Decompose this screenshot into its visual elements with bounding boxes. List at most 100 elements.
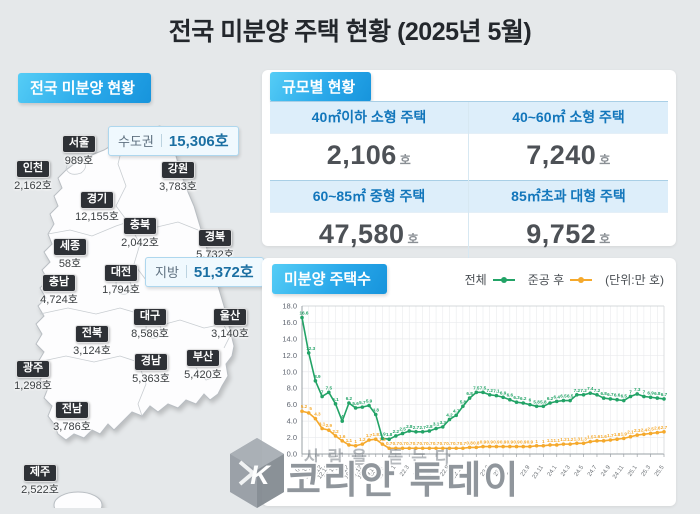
legend-item-total: 전체 — [465, 271, 516, 288]
chart-unit-note: (단위:만 호) — [605, 273, 664, 287]
map-region: 충북 2,042호 — [92, 216, 188, 249]
svg-text:22.5: 22.5 — [413, 464, 425, 478]
svg-text:1: 1 — [535, 439, 538, 444]
svg-text:0.9: 0.9 — [527, 440, 534, 445]
svg-text:6.8: 6.8 — [654, 391, 661, 396]
callout-label: 수도권 — [118, 134, 154, 149]
region-value: 4,724호 — [40, 294, 78, 306]
svg-text:6: 6 — [529, 398, 532, 403]
callout-value: 51,372호 — [193, 264, 254, 281]
callout-label: 지방 — [155, 265, 179, 280]
svg-text:0.9: 0.9 — [520, 440, 527, 445]
svg-text:1.6: 1.6 — [594, 434, 601, 439]
svg-text:7: 7 — [321, 389, 324, 394]
svg-text:12.0: 12.0 — [282, 351, 297, 360]
size-value-unit: 호 — [407, 232, 420, 246]
size-value-unit: 호 — [599, 153, 611, 167]
svg-text:2.2: 2.2 — [393, 429, 400, 434]
svg-text:1.8: 1.8 — [614, 432, 621, 437]
svg-text:2.6: 2.6 — [654, 426, 661, 431]
size-panel-header: 규모별 현황 — [270, 72, 372, 102]
svg-text:2.7: 2.7 — [413, 425, 420, 430]
svg-text:4.2: 4.2 — [446, 412, 453, 417]
svg-text:5.8: 5.8 — [533, 399, 540, 404]
size-cell-small40: 40㎡이하 소형 주택 2,106 호 — [270, 102, 469, 181]
svg-text:1.6: 1.6 — [600, 434, 607, 439]
region-name-badge: 경남 — [133, 353, 169, 371]
svg-text:0.7: 0.7 — [399, 441, 406, 446]
svg-text:2.3: 2.3 — [634, 428, 641, 433]
svg-text:4.7: 4.7 — [453, 408, 460, 413]
svg-text:7.5: 7.5 — [480, 385, 487, 390]
svg-text:1.6: 1.6 — [339, 434, 346, 439]
svg-text:0.9: 0.9 — [507, 440, 514, 445]
svg-text:2.1: 2.1 — [627, 430, 634, 435]
svg-text:6.7: 6.7 — [661, 392, 668, 397]
region-name-badge: 울산 — [212, 308, 248, 326]
svg-text:24.9: 24.9 — [600, 464, 612, 478]
size-cell-label: 60~85㎡ 중형 주택 — [270, 181, 468, 213]
svg-text:0.8: 0.8 — [466, 440, 473, 445]
province-borders — [37, 139, 231, 417]
size-value-unit: 호 — [399, 153, 412, 167]
svg-text:0.7: 0.7 — [426, 441, 433, 446]
svg-text:12.3: 12.3 — [306, 346, 315, 351]
region-value: 8,586호 — [131, 328, 169, 340]
svg-text:4.3: 4.3 — [314, 412, 321, 417]
svg-text:0.7: 0.7 — [453, 441, 460, 446]
svg-text:7.1: 7.1 — [493, 389, 500, 394]
svg-text:1: 1 — [354, 439, 357, 444]
map-region: 광주 1,298호 — [0, 359, 81, 392]
svg-text:5: 5 — [309, 406, 312, 411]
region-value: 2,522호 — [21, 484, 59, 496]
svg-text:2.8: 2.8 — [406, 424, 413, 429]
callout-divider — [185, 265, 187, 278]
svg-text:0.9: 0.9 — [513, 440, 520, 445]
svg-text:22.9: 22.9 — [440, 464, 452, 478]
svg-text:0.7: 0.7 — [440, 441, 447, 446]
svg-text:2.7: 2.7 — [661, 425, 668, 430]
size-cell-mid85: 60~85㎡ 중형 주택 47,580 호 — [270, 181, 469, 259]
chart-panel-header: 미분양 주택수 — [272, 264, 387, 294]
svg-text:1.7: 1.7 — [607, 433, 614, 438]
svg-text:0.9: 0.9 — [500, 440, 507, 445]
region-value: 1,794호 — [102, 284, 140, 296]
svg-text:6.9: 6.9 — [647, 390, 654, 395]
svg-text:1.3: 1.3 — [574, 436, 581, 441]
svg-text:0.9: 0.9 — [487, 440, 494, 445]
legend-item-completed: 준공 후 — [528, 271, 593, 288]
svg-text:6.7: 6.7 — [607, 392, 614, 397]
svg-text:7.2: 7.2 — [580, 388, 587, 393]
svg-text:3.3: 3.3 — [440, 420, 447, 425]
region-name-badge: 서울 — [61, 135, 97, 153]
svg-text:7.3: 7.3 — [634, 387, 641, 392]
svg-text:25.1: 25.1 — [627, 464, 639, 478]
region-name-badge: 광주 — [15, 360, 51, 378]
svg-text:7.4: 7.4 — [587, 386, 594, 391]
region-value: 3,124호 — [73, 345, 111, 357]
region-value: 3,140호 — [211, 328, 249, 340]
svg-text:2.5: 2.5 — [399, 426, 406, 431]
svg-text:23.5: 23.5 — [493, 464, 505, 478]
region-name-badge: 대전 — [103, 264, 139, 282]
svg-text:1.7: 1.7 — [366, 433, 373, 438]
svg-text:25.3: 25.3 — [641, 464, 653, 478]
callout-sudogwon: 수도권 15,306호 — [108, 126, 239, 156]
svg-text:0.9: 0.9 — [480, 440, 487, 445]
svg-text:6.0: 6.0 — [287, 400, 297, 409]
map-region: 서울 989호 — [31, 134, 127, 167]
map-region: 전북 3,124호 — [44, 324, 140, 357]
svg-text:24.11: 24.11 — [612, 464, 626, 480]
svg-text:1.1: 1.1 — [346, 438, 353, 443]
svg-text:6.5: 6.5 — [560, 394, 567, 399]
region-name-badge: 충북 — [122, 217, 158, 235]
svg-text:6.1: 6.1 — [332, 397, 339, 402]
size-cell-label: 85㎡초과 대형 주택 — [469, 181, 668, 213]
svg-text:23.7: 23.7 — [507, 464, 519, 478]
unsold-housing-line-chart: 0.02.04.06.08.010.012.014.016.018.009.03… — [282, 302, 668, 481]
region-value: 2,162호 — [14, 180, 52, 192]
svg-text:24.5: 24.5 — [574, 464, 586, 478]
map-region: 전남 3,786호 — [24, 400, 120, 433]
size-cell-label: 40㎡이하 소형 주택 — [270, 102, 468, 134]
region-value: 1,298호 — [14, 380, 52, 392]
